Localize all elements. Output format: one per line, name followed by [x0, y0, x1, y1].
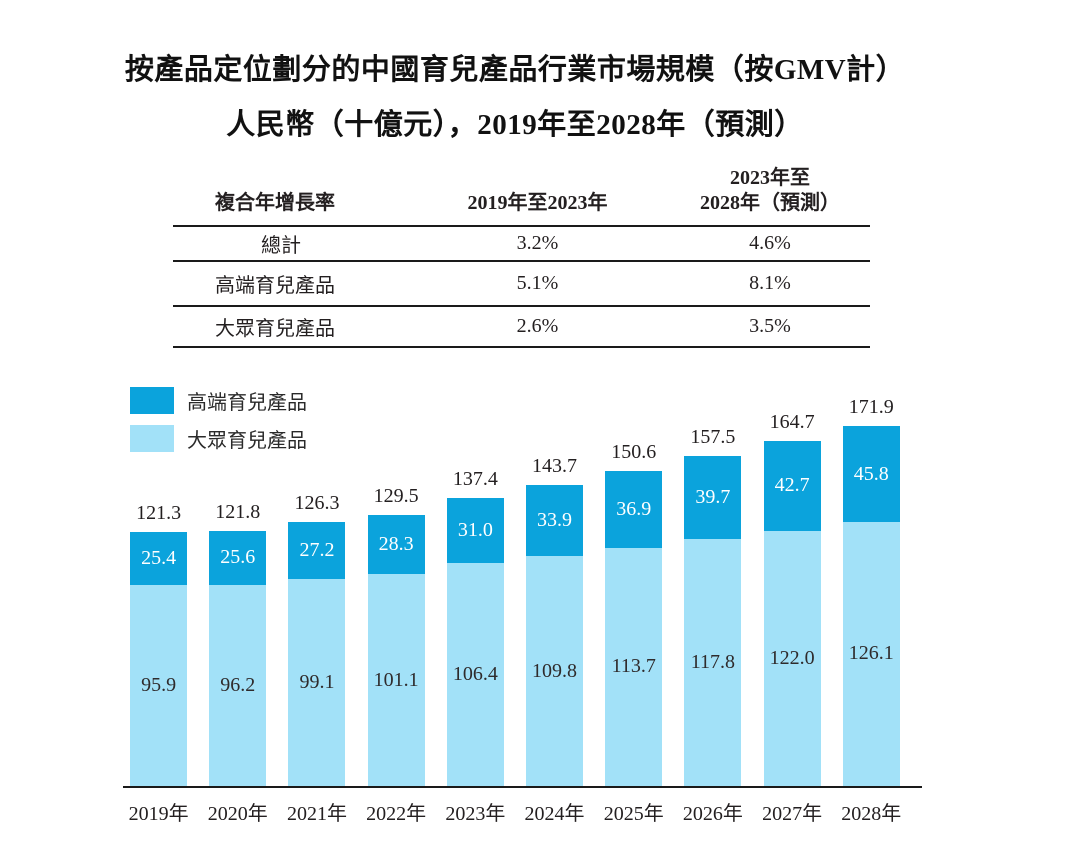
cagr-row-total-label: 總計: [261, 235, 301, 257]
cagr-table: 複合年增長率 2019年至2023年 2023年至 2028年（預測） 總計 3…: [173, 166, 870, 348]
cagr-row-premium: 高端育兒產品 5.1% 8.1%: [173, 261, 870, 306]
cagr-row-premium-value-1: 5.1%: [516, 272, 559, 294]
bar-total-label: 121.8: [215, 500, 261, 523]
chart-title-line2: 人民幣（十億元），2019年至2028年（預測）: [226, 109, 804, 141]
bar-segment-mass: 126.1: [842, 521, 900, 786]
bar-total-label: 129.5: [373, 485, 419, 508]
bar-segment-premium: 33.9: [526, 485, 584, 557]
x-axis-label: 2028年: [841, 803, 902, 825]
bar-segment-mass: 95.9: [130, 585, 188, 786]
bar-group-2022: 129.5 28.3 101.1: [357, 485, 436, 786]
cagr-header-period-2: 2023年至 2028年（預測）: [670, 166, 870, 226]
legend-swatch-premium: [130, 387, 174, 414]
chart-title-line1: 按產品定位劃分的中國育兒產品行業市場規模（按GMV計）: [124, 54, 906, 86]
cagr-row-premium-value-2: 8.1%: [749, 272, 791, 294]
bar-segment-mass: 113.7: [605, 547, 663, 786]
cagr-header-label: 複合年增長率: [215, 192, 335, 214]
stacked-bar-chart: 121.3 25.4 95.9 121.8 25.6 96.2 126.3 27.2 99.1 1…: [119, 396, 922, 826]
bar-segment-premium: 31.0: [446, 498, 504, 564]
bar-total-label: 150.6: [611, 440, 657, 463]
cagr-row-premium-label: 高端育兒產品: [215, 275, 335, 297]
bar-segment-mass: 117.8: [684, 539, 742, 786]
bar-total-label: 121.3: [136, 502, 182, 524]
bar-group-2020: 121.8 25.6 96.2: [198, 501, 277, 786]
legend-label-mass: 大眾育兒產品: [187, 430, 307, 452]
bar-segment-mass: 99.1: [288, 578, 346, 786]
bar-total-label: 143.7: [532, 455, 578, 478]
bar-total-label: 164.7: [769, 411, 815, 434]
cagr-header-period-1: 2019年至2023年: [467, 192, 608, 214]
bar-group-2021: 126.3 27.2 99.1: [277, 492, 356, 786]
bar-total-label: 137.4: [452, 468, 498, 491]
bar-area: 121.3 25.4 95.9 121.8 25.6 96.2 126.3 27.2 99.1 1…: [119, 396, 913, 786]
bar-segment-mass: 109.8: [526, 556, 584, 786]
bar-segment-mass: 101.1: [367, 574, 425, 786]
x-axis-label: 2022年: [366, 803, 427, 825]
bar-segment-mass: 96.2: [209, 584, 267, 786]
cagr-row-mass-label: 大眾育兒產品: [215, 318, 335, 340]
cagr-row-total: 總計 3.2% 4.6%: [173, 226, 870, 261]
bar-segment-mass: 106.4: [446, 563, 504, 786]
x-axis-label: 2024年: [524, 803, 585, 825]
bar-group-2019: 121.3 25.4 95.9: [119, 502, 198, 786]
cagr-row-total-value-2: 4.6%: [749, 232, 791, 254]
cagr-row-mass: 大眾育兒產品 2.6% 3.5%: [173, 306, 870, 347]
bar-segment-mass: 122.0: [763, 530, 821, 786]
bar-segment-premium: 39.7: [684, 456, 742, 540]
bar-segment-premium: 28.3: [367, 515, 425, 575]
x-axis-label: 2025年: [603, 803, 664, 825]
x-axis-labels: 2019年 2020年 2021年 2022年 2023年 2024年 2025年 2026年…: [119, 797, 913, 826]
bar-segment-premium: 25.6: [209, 530, 267, 585]
bar-segment-premium: 42.7: [763, 441, 821, 531]
chart-legend: 高端育兒產品 大眾育兒產品: [130, 386, 307, 462]
bar-group-2026: 157.5 39.7 117.8: [673, 426, 752, 786]
x-axis-label: 2023年: [445, 803, 506, 825]
legend-swatch-mass: [130, 425, 174, 452]
cagr-header-period-2-line2: 2028年（預測）: [700, 192, 840, 214]
bar-group-2025: 150.6 36.9 113.7: [594, 441, 673, 786]
bar-segment-premium: 27.2: [288, 521, 346, 579]
bar-group-2028: 171.9 45.8 126.1: [832, 396, 911, 786]
x-axis-label: 2019年: [128, 803, 189, 825]
bar-total-label: 157.5: [690, 426, 736, 449]
x-axis-label: 2021年: [286, 803, 347, 825]
cagr-header-period-2-line1: 2023年至: [730, 167, 810, 189]
x-axis-label: 2020年: [207, 803, 268, 825]
bar-segment-premium: 45.8: [842, 426, 900, 522]
legend-label-premium: 高端育兒產品: [187, 392, 307, 414]
x-axis-label: 2026年: [682, 803, 743, 825]
bar-group-2024: 143.7 33.9 109.8: [515, 455, 594, 786]
cagr-row-mass-value-1: 2.6%: [516, 315, 559, 337]
cagr-row-total-value-1: 3.2%: [516, 232, 559, 254]
bar-group-2027: 164.7 42.7 122.0: [753, 411, 832, 786]
x-axis-line: [123, 786, 922, 788]
legend-item-mass: 大眾育兒產品: [130, 424, 307, 453]
x-axis-label: 2027年: [762, 803, 823, 825]
legend-item-premium: 高端育兒產品: [130, 386, 307, 415]
bar-segment-premium: 25.4: [130, 532, 188, 586]
bar-total-label: 126.3: [294, 491, 340, 514]
bar-total-label: 171.9: [848, 396, 894, 419]
cagr-header-row: 複合年增長率 2019年至2023年 2023年至 2028年（預測）: [173, 166, 870, 226]
cagr-row-mass-value-2: 3.5%: [749, 315, 791, 337]
bar-segment-premium: 36.9: [605, 470, 663, 548]
bar-group-2023: 137.4 31.0 106.4: [436, 468, 515, 786]
